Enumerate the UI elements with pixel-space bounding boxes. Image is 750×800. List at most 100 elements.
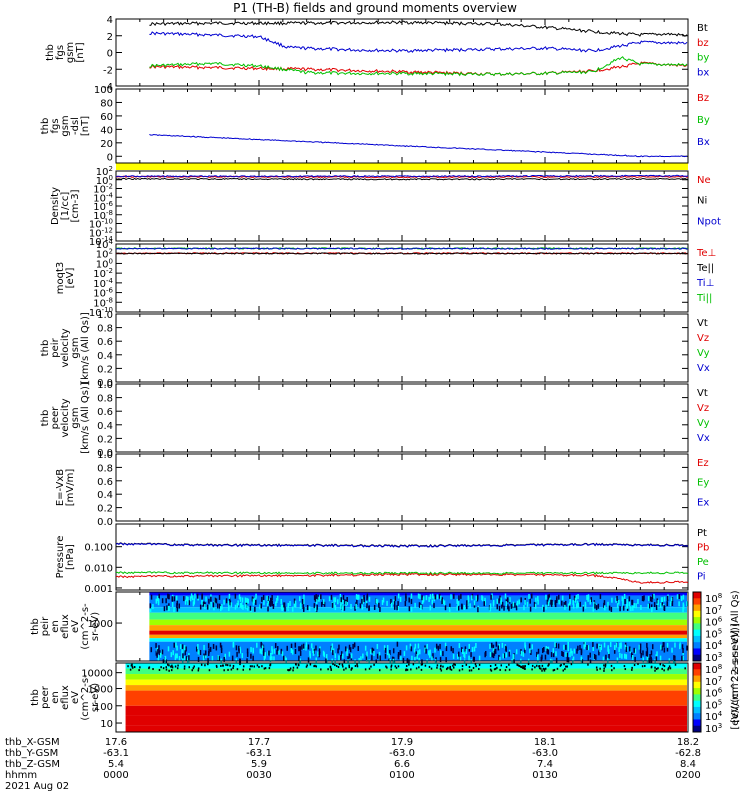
spectrogram-speck [501, 601, 504, 607]
spectrogram-gap [117, 667, 126, 732]
spectrogram-speck [412, 663, 415, 666]
spectrogram-speck [600, 645, 602, 651]
spectrogram-speck [337, 599, 339, 605]
spectrogram-speck [368, 606, 370, 612]
spectrogram-speck [197, 644, 199, 650]
y-tick-label: 2 [107, 32, 113, 43]
spectrogram-speck [362, 653, 364, 659]
spectrogram-speck [666, 601, 668, 607]
spectrogram-speck [484, 600, 486, 606]
spectrogram-speck [499, 668, 501, 671]
spectrogram-speck [238, 645, 240, 651]
spectrogram-speck [457, 654, 459, 660]
panel-temperature [115, 243, 689, 313]
xaxis-value: 5.4 [108, 759, 124, 770]
spectrogram-speck [360, 656, 362, 662]
spectrogram-speck [232, 667, 234, 670]
spectrogram-speck [671, 647, 673, 653]
spectrogram-speck [616, 595, 618, 601]
y-tick-label: 0.8 [97, 324, 113, 335]
spectrogram-speck [622, 605, 625, 611]
y-tick-label: 0.0 [97, 517, 113, 528]
spectrogram-speck [326, 657, 328, 663]
spectrogram-speck [149, 603, 152, 609]
spectrogram-speck [361, 598, 363, 604]
spectrogram-speck [290, 648, 293, 654]
spectrogram-speck [376, 643, 379, 649]
spectrogram-speck [405, 664, 408, 667]
spectrogram-speck [183, 645, 186, 651]
xaxis-row-label: thb_X-GSM [5, 737, 60, 748]
spectrogram-speck [286, 645, 288, 651]
colorbar-segment [693, 694, 701, 702]
legend-Vt: Vt [697, 318, 708, 329]
spectrogram-speck [347, 659, 349, 665]
spectrogram-speck [424, 647, 426, 653]
spectrogram-speck [384, 647, 387, 653]
colorbar-segment [693, 642, 701, 649]
spectrogram-speck [577, 602, 579, 608]
spectrogram-speck [508, 651, 511, 657]
spectrogram-speck [508, 668, 511, 671]
spectrogram-speck [414, 643, 417, 649]
spectrogram-speck [536, 651, 538, 657]
spectrogram-speck [650, 650, 653, 656]
spectrogram-speck [212, 643, 215, 649]
y-axis-label: [nT] [80, 116, 91, 136]
spectrogram-speck [623, 665, 626, 668]
spectrogram-speck [472, 666, 475, 669]
spectrogram-speck [425, 648, 427, 654]
spectrogram-speck [178, 603, 181, 609]
spectrogram-speck [682, 607, 684, 613]
xaxis-value: 17.6 [105, 737, 127, 748]
spectrogram-speck [312, 647, 314, 653]
spectrogram-speck [661, 600, 664, 606]
spectrogram-speck [287, 602, 289, 608]
spectrogram-speck [185, 596, 188, 602]
series-Pi [115, 542, 689, 548]
y-tick-label: 102 [96, 165, 113, 178]
colorbar-2 [692, 662, 702, 733]
spectrogram-speck [215, 664, 218, 667]
spectrogram-speck [456, 598, 458, 604]
spectrogram-speck [176, 653, 178, 659]
spectrogram-speck [663, 605, 665, 611]
spectrogram-speck [205, 653, 207, 659]
spectrogram-speck [563, 602, 565, 608]
spectrogram-speck [572, 600, 574, 606]
y-tick-label: 10 [100, 719, 113, 730]
spectrogram-speck [358, 657, 360, 663]
spectrogram-speck [626, 598, 629, 604]
spectrogram-speck [659, 663, 662, 666]
spectrogram-speck [405, 645, 408, 651]
spectrogram-speck [379, 655, 381, 661]
spectrogram-band [125, 697, 688, 706]
legend-Ti⊥: Ti⊥ [696, 278, 714, 289]
spectrogram-speck [334, 605, 337, 611]
spectrogram-speck [373, 663, 375, 666]
spectrogram-speck [499, 656, 501, 662]
spectrogram-speck [242, 668, 245, 671]
y-axis-label: fgs [50, 118, 61, 133]
spectrogram-speck [309, 653, 312, 659]
spectrogram-speck [555, 597, 558, 603]
spectrogram-speck [592, 642, 594, 648]
spectrogram-speck [162, 667, 165, 670]
spectrogram-speck [440, 664, 442, 667]
spectrogram-speck [549, 597, 551, 603]
spectrogram-speck [529, 598, 531, 604]
page-title: P1 (TH-B) fields and ground moments over… [233, 1, 517, 15]
spectrogram-speck [458, 669, 461, 672]
colorbar-segment [693, 675, 701, 683]
spectrogram-speck [172, 650, 174, 656]
spectrogram-speck [426, 643, 428, 649]
spectrogram-speck [429, 594, 432, 600]
spectrogram-speck [541, 669, 543, 672]
y-axis-label: [eV] [65, 268, 76, 289]
spectrogram-speck [350, 653, 353, 659]
y-axis-label: eflux [60, 685, 71, 710]
spectrogram-speck [471, 595, 473, 601]
spectrogram-speck [152, 604, 154, 610]
spectrogram-speck [459, 656, 462, 662]
spectrogram-speck [240, 603, 243, 609]
